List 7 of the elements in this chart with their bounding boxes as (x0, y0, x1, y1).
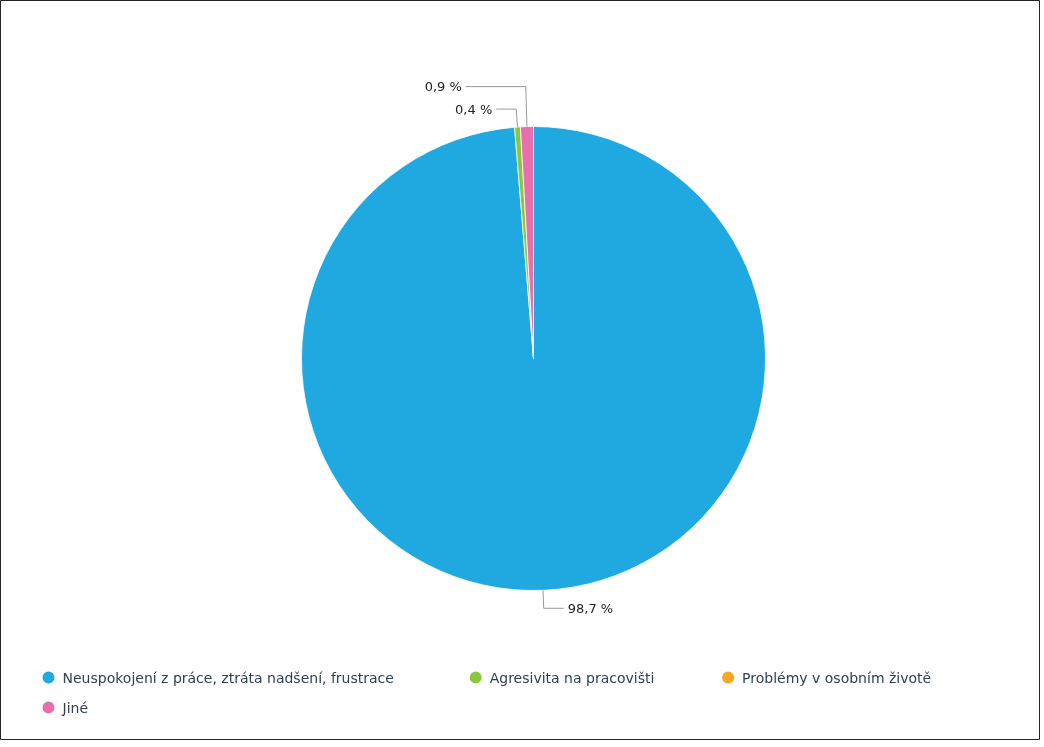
legend-label: Jiné (61, 699, 89, 716)
legend-label: Neuspokojení z práce, ztráta nadšení, frustrace (62, 669, 394, 686)
legend-label: Agresivita na pracovišti (489, 669, 655, 686)
data-label: 0,4 % (455, 101, 493, 117)
legend-label: Problémy v osobním životě (742, 669, 932, 686)
data-label: 98,7 % (567, 600, 614, 616)
data-label: 0,9 % (424, 79, 462, 95)
